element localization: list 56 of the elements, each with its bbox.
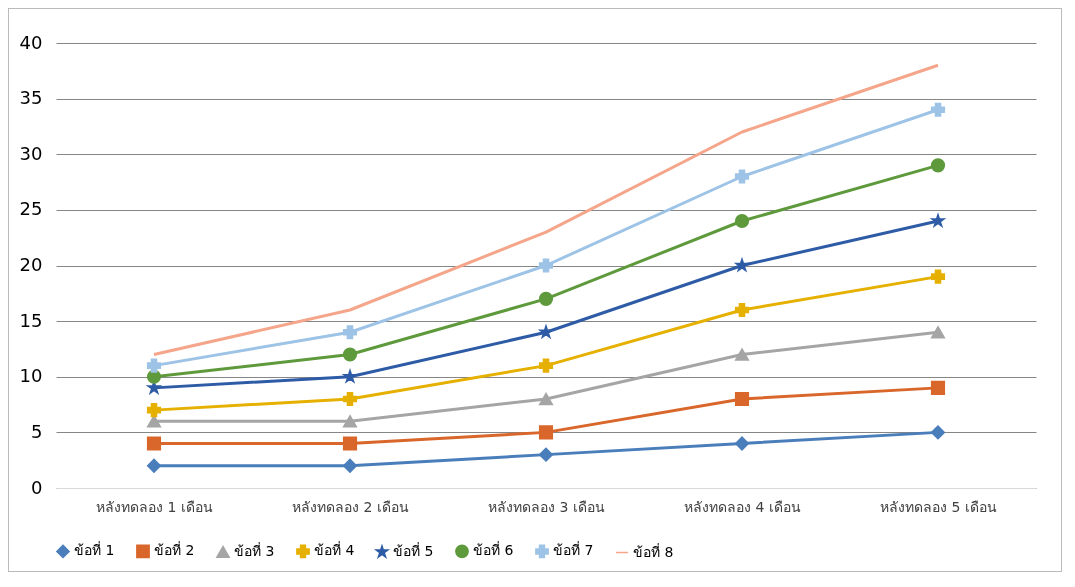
- y-tick-label: 25: [19, 198, 43, 220]
- x-tick-label: หลังทดลอง 3 เดือน: [488, 498, 605, 515]
- point: [930, 102, 946, 117]
- point: [734, 169, 750, 184]
- point: [539, 325, 553, 339]
- y-tick-label: 20: [19, 254, 43, 275]
- point: [930, 380, 946, 395]
- point: [146, 403, 162, 418]
- point: [146, 358, 162, 373]
- point: [538, 358, 554, 373]
- y-tick-label: 10: [19, 365, 43, 387]
- y-tick-label: 15: [19, 309, 43, 331]
- point: [342, 391, 358, 407]
- point: [538, 258, 554, 273]
- point: [146, 415, 162, 428]
- point: [538, 291, 554, 306]
- point: [734, 391, 750, 407]
- point: [342, 347, 358, 362]
- point: [930, 269, 946, 284]
- legend-label: ข้อที่ 5: [393, 542, 434, 560]
- point: [146, 458, 162, 473]
- legend-label: ข้อที่ 2: [154, 541, 195, 559]
- point: [342, 415, 358, 428]
- x-tick-label: หลังทดลอง 1 เดือน: [96, 498, 213, 515]
- point: [538, 447, 554, 462]
- legend-label: ข้อที่ 8: [633, 542, 674, 560]
- x-tick-label: หลังทดลอง 5 เดือน: [880, 498, 997, 515]
- x-tick-label: หลังทดลอง 2 เดือน: [292, 498, 409, 515]
- point: [342, 325, 358, 340]
- point: [930, 158, 946, 173]
- point: [734, 302, 750, 318]
- point: [931, 213, 945, 227]
- legend-label: ข้อที่ 3: [234, 541, 275, 559]
- y-tick-label: 0: [31, 476, 43, 498]
- legend-label: ข้อที่ 4: [314, 541, 355, 559]
- point: [734, 436, 750, 451]
- y-tick-label: 5: [31, 420, 43, 442]
- point: [538, 425, 554, 440]
- point: [930, 425, 946, 440]
- y-tick-label: 30: [19, 142, 43, 164]
- point: [734, 213, 750, 229]
- point: [735, 258, 749, 272]
- legend-label: ข้อที่ 6: [473, 541, 514, 559]
- point: [342, 458, 358, 473]
- line-series: [152, 63, 940, 356]
- legend-label: ข้อที่ 7: [553, 541, 594, 559]
- x-tick-label: หลังทดลอง 4 เดือน: [684, 498, 801, 515]
- point: [734, 348, 750, 361]
- point: [930, 326, 946, 339]
- y-tick-label: 35: [19, 87, 43, 109]
- point: [343, 369, 357, 383]
- legend-label: ข้อที่ 1: [74, 541, 115, 559]
- point: [146, 436, 162, 451]
- point: [342, 436, 358, 451]
- y-tick-label: 40: [19, 31, 43, 53]
- point: [538, 392, 554, 406]
